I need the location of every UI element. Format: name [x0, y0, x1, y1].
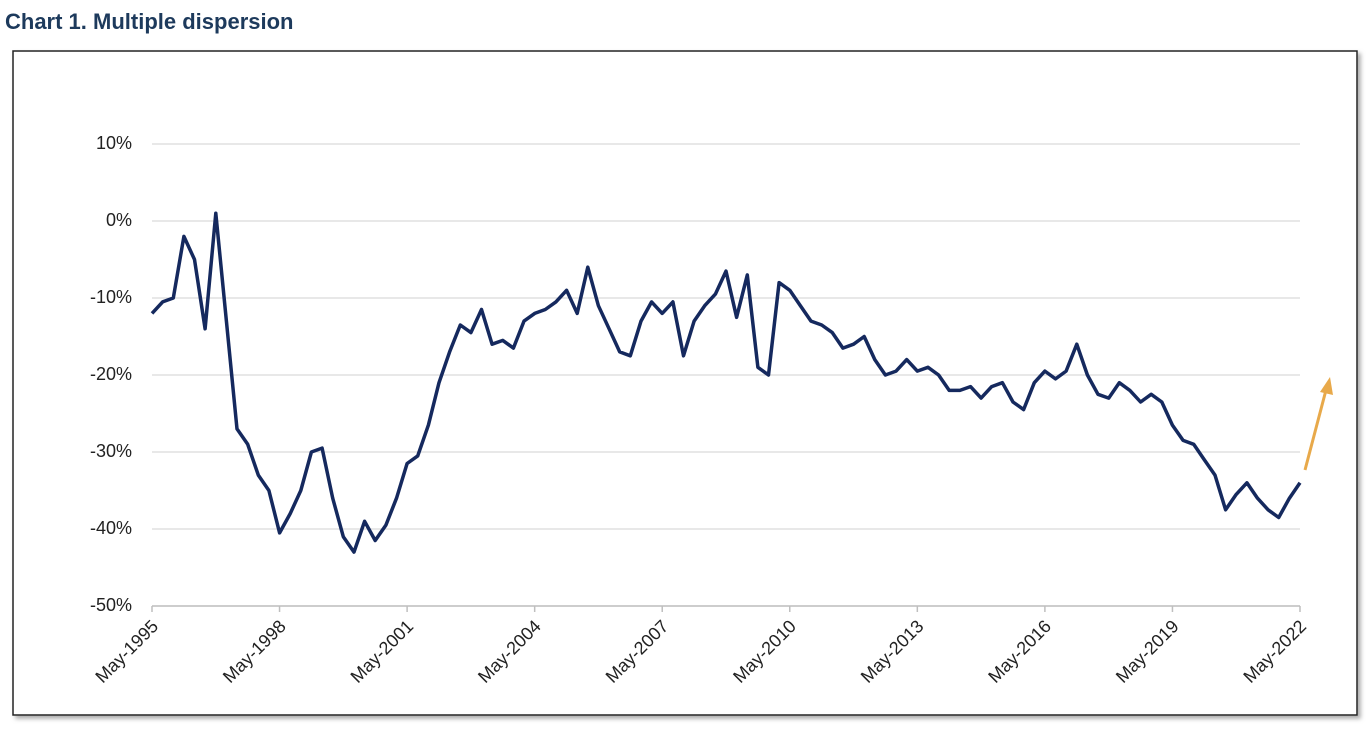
y-tick-label: -40% [90, 518, 132, 538]
y-tick-label: 10% [96, 133, 132, 153]
chart-frame [12, 50, 1358, 716]
data-line [150, 211, 1302, 554]
y-tick-label: -20% [90, 364, 132, 384]
y-tick-label: -10% [90, 287, 132, 307]
y-tick-label: 0% [106, 210, 132, 230]
y-tick-label: -30% [90, 441, 132, 461]
chart-title: Chart 1. Multiple dispersion [5, 9, 293, 34]
arrow-annotation [1303, 377, 1333, 471]
y-tick-label: -50% [90, 595, 132, 615]
